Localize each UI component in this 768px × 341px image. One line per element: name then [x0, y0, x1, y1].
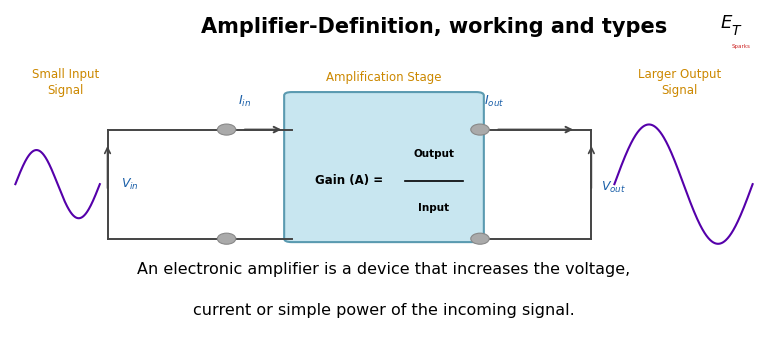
- Text: An electronic amplifier is a device that increases the voltage,: An electronic amplifier is a device that…: [137, 262, 631, 277]
- Text: Input: Input: [419, 203, 449, 213]
- Ellipse shape: [217, 124, 236, 135]
- Text: $I_{in}$: $I_{in}$: [238, 94, 251, 109]
- Ellipse shape: [471, 124, 489, 135]
- Text: $\mathit{T}$: $\mathit{T}$: [731, 24, 743, 38]
- Text: Amplification Stage: Amplification Stage: [326, 71, 442, 84]
- Text: Larger Output
Signal: Larger Output Signal: [638, 68, 721, 97]
- Text: $\mathit{E}$: $\mathit{E}$: [720, 14, 733, 32]
- Ellipse shape: [217, 233, 236, 244]
- Text: Sparks: Sparks: [731, 44, 750, 49]
- Ellipse shape: [471, 233, 489, 244]
- Text: Small Input
Signal: Small Input Signal: [31, 68, 99, 97]
- Text: Output: Output: [413, 149, 455, 159]
- FancyBboxPatch shape: [284, 92, 484, 242]
- Text: $V_{out}$: $V_{out}$: [601, 180, 626, 195]
- Text: $V_{in}$: $V_{in}$: [121, 177, 139, 192]
- Text: Amplifier-Definition, working and types: Amplifier-Definition, working and types: [200, 17, 667, 37]
- Text: $I_{out}$: $I_{out}$: [484, 94, 504, 109]
- Text: current or simple power of the incoming signal.: current or simple power of the incoming …: [193, 303, 575, 318]
- Text: Gain (A) =: Gain (A) =: [315, 174, 387, 187]
